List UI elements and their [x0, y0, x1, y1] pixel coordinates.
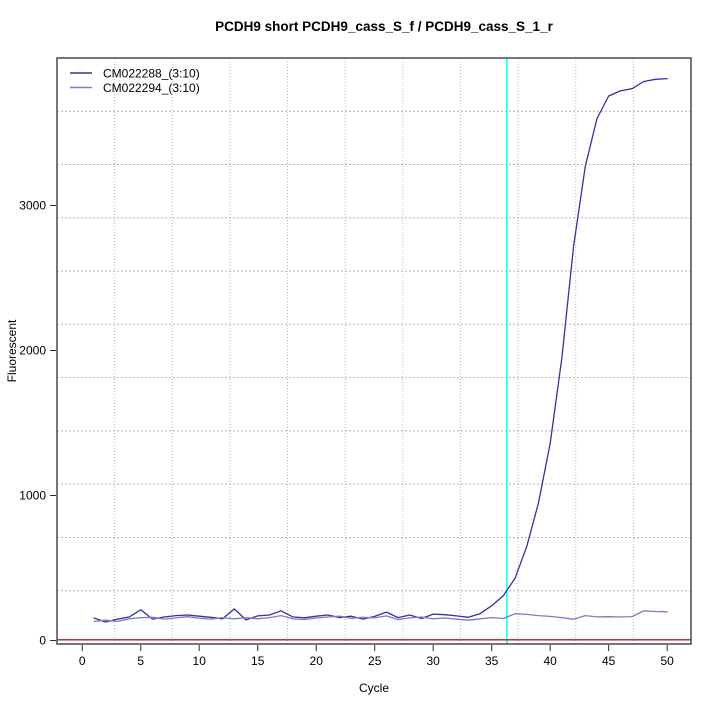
x-tick-label: 35 — [485, 654, 499, 668]
x-tick-label: 50 — [660, 654, 674, 668]
plot-box — [56, 57, 692, 645]
x-axis-title: Cycle — [359, 681, 389, 695]
x-tick-label: 10 — [193, 654, 207, 668]
x-tick-label: 20 — [310, 654, 324, 668]
y-tick-label: 3000 — [19, 198, 46, 212]
legend-label-1: CM022288_(3:10) — [103, 67, 200, 81]
x-tick-label: 45 — [602, 654, 616, 668]
x-tick-label: 0 — [79, 654, 86, 668]
x-tick-label: 25 — [368, 654, 382, 668]
legend-label-2: CM022294_(3:10) — [103, 81, 200, 95]
chart-title: PCDH9 short PCDH9_cass_S_f / PCDH9_cass_… — [215, 19, 553, 34]
amplification-curve-2 — [93, 610, 668, 623]
amplification-curve-1 — [93, 77, 668, 623]
x-tick-label: 40 — [543, 654, 557, 668]
x-tick-label: 15 — [251, 654, 265, 668]
y-tick-label: 2000 — [19, 343, 46, 357]
y-tick-label: 0 — [39, 634, 46, 648]
y-axis-title: Fluorescent — [5, 319, 19, 382]
x-tick-label: 5 — [137, 654, 144, 668]
x-tick-label: 30 — [427, 654, 441, 668]
y-tick-label: 1000 — [19, 489, 46, 503]
